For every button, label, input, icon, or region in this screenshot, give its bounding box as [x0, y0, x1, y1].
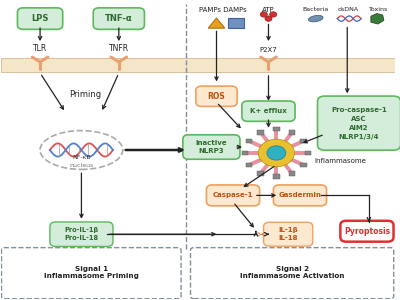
- Bar: [246, 163, 252, 167]
- FancyBboxPatch shape: [93, 8, 144, 29]
- Text: ✂: ✂: [256, 229, 265, 239]
- FancyBboxPatch shape: [18, 8, 63, 29]
- Bar: [228, 18, 244, 28]
- Text: Caspase-1: Caspase-1: [213, 192, 253, 198]
- Text: Gasdermin: Gasdermin: [278, 192, 322, 198]
- Text: TLR: TLR: [33, 44, 47, 53]
- Text: TNFR: TNFR: [109, 44, 129, 53]
- Bar: [300, 163, 307, 167]
- Text: Bacteria: Bacteria: [303, 7, 329, 12]
- Text: Signal 1
Inflammasome Priming: Signal 1 Inflammasome Priming: [44, 266, 139, 279]
- FancyBboxPatch shape: [340, 221, 394, 242]
- Text: NF-κB: NF-κB: [72, 155, 91, 160]
- Text: Inactive
NLRP3: Inactive NLRP3: [196, 140, 227, 154]
- Text: Pro-caspase-1
ASC
AIM2
NLRP1/3/4: Pro-caspase-1 ASC AIM2 NLRP1/3/4: [331, 106, 387, 140]
- Bar: [246, 139, 252, 143]
- Bar: [289, 171, 295, 176]
- Text: dsDNA: dsDNA: [338, 7, 359, 12]
- Circle shape: [270, 12, 277, 17]
- Text: K+ efflux: K+ efflux: [250, 108, 287, 114]
- Text: Inflammasome: Inflammasome: [314, 158, 366, 164]
- FancyBboxPatch shape: [196, 86, 237, 106]
- Text: ATP: ATP: [262, 7, 275, 13]
- Text: IL-1β
IL-18: IL-1β IL-18: [278, 227, 298, 241]
- FancyBboxPatch shape: [242, 101, 295, 121]
- FancyBboxPatch shape: [183, 135, 240, 159]
- Circle shape: [267, 146, 286, 160]
- Bar: [305, 151, 311, 155]
- FancyBboxPatch shape: [264, 222, 313, 246]
- Circle shape: [258, 139, 294, 167]
- Ellipse shape: [308, 15, 323, 22]
- Bar: [258, 130, 264, 135]
- Text: TNF-α: TNF-α: [105, 14, 133, 23]
- Polygon shape: [371, 14, 384, 24]
- Bar: [273, 127, 280, 131]
- FancyBboxPatch shape: [206, 185, 260, 206]
- Text: Priming: Priming: [69, 90, 102, 99]
- Text: ROS: ROS: [208, 92, 225, 101]
- Text: Signal 2
Inflammasome Activation: Signal 2 Inflammasome Activation: [240, 266, 344, 279]
- Circle shape: [260, 12, 267, 17]
- Bar: [242, 151, 248, 155]
- Text: P2X7: P2X7: [260, 47, 277, 53]
- FancyBboxPatch shape: [318, 96, 400, 150]
- Text: Pyroptosis: Pyroptosis: [344, 227, 390, 236]
- Circle shape: [265, 16, 272, 21]
- Bar: [300, 139, 307, 143]
- Bar: [273, 175, 280, 179]
- Bar: [258, 171, 264, 176]
- FancyBboxPatch shape: [50, 222, 113, 247]
- Text: LPS: LPS: [31, 14, 49, 23]
- Text: Pro-IL-1β
Pro-IL-18: Pro-IL-1β Pro-IL-18: [64, 227, 98, 241]
- Text: Toxins: Toxins: [369, 7, 388, 12]
- Text: PAMPs DAMPs: PAMPs DAMPs: [199, 7, 247, 13]
- Polygon shape: [208, 18, 225, 28]
- Bar: [289, 130, 295, 135]
- Text: nucleus: nucleus: [69, 163, 94, 168]
- FancyBboxPatch shape: [274, 185, 326, 206]
- Bar: [1, 58, 394, 72]
